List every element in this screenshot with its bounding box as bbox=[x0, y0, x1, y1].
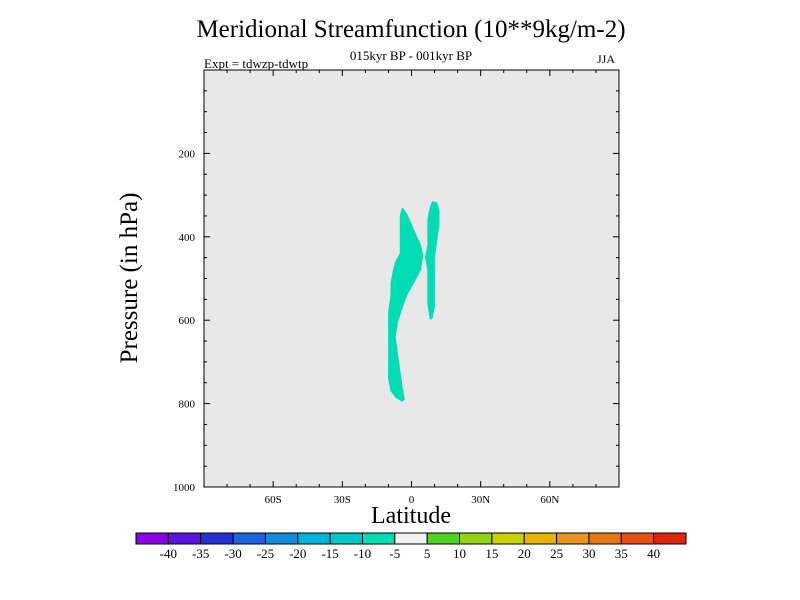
colorbar-swatch bbox=[329, 532, 363, 545]
colorbar-swatch bbox=[264, 532, 299, 545]
contour-regions bbox=[388, 201, 440, 402]
colorbar-label: -35 bbox=[192, 546, 209, 561]
x-tick-label: 60S bbox=[265, 494, 282, 506]
colorbar-label: 30 bbox=[582, 546, 595, 561]
colorbar-label: 25 bbox=[550, 546, 563, 561]
colorbar-swatch bbox=[556, 532, 590, 545]
y-tick-label: 1000 bbox=[173, 482, 196, 494]
colorbar-swatch bbox=[135, 532, 169, 545]
colorbar-label: -20 bbox=[289, 546, 306, 561]
x-tick-label: 30N bbox=[471, 494, 490, 506]
x-tick-label: 60N bbox=[540, 494, 559, 506]
x-axis-label: Latitude bbox=[371, 503, 451, 529]
x-tick-label: 30S bbox=[334, 494, 351, 506]
colorbar-swatch bbox=[653, 532, 687, 545]
colorbar-swatch bbox=[167, 532, 202, 545]
y-tick-label: 400 bbox=[179, 232, 196, 244]
season-label: JJA bbox=[597, 52, 616, 66]
colorbar-label: 10 bbox=[453, 546, 466, 561]
colorbar-label: -25 bbox=[257, 546, 274, 561]
colorbar-label: 20 bbox=[518, 546, 531, 561]
colorbar-swatch bbox=[620, 532, 655, 545]
y-tick-label: 200 bbox=[179, 148, 196, 160]
x-tick-label: 0 bbox=[409, 494, 415, 506]
colorbar-swatch bbox=[232, 532, 266, 545]
colorbar-label: 35 bbox=[615, 546, 628, 561]
colorbar-swatch bbox=[297, 532, 331, 545]
colorbar-swatch bbox=[394, 532, 428, 545]
contour-region-1 bbox=[388, 207, 424, 402]
colorbar-label: 40 bbox=[647, 546, 660, 561]
colorbar-label: -5 bbox=[389, 546, 400, 561]
colorbar: -40 -35 -30 -25 -20 -15 -10 -5 5 10 15 20 25 30 35 40 bbox=[135, 532, 687, 561]
colorbar-swatch bbox=[426, 532, 461, 545]
colorbar-label: -10 bbox=[354, 546, 371, 561]
colorbar-swatch bbox=[200, 532, 234, 545]
colorbar-label: -15 bbox=[321, 546, 338, 561]
plot-frame bbox=[203, 69, 620, 488]
chart-subtitle: 015kyr BP - 001kyr BP bbox=[349, 48, 473, 63]
plot-axes: 60S 30S 0 30N 60N 200 400 600 800 1000 bbox=[173, 69, 620, 506]
experiment-label: Expt = tdwzp-tdwtp bbox=[204, 56, 309, 71]
colorbar-label: -40 bbox=[160, 546, 177, 561]
colorbar-label: -30 bbox=[224, 546, 241, 561]
chart-title: Meridional Streamfunction (10**9kg/m-2) bbox=[196, 16, 626, 43]
colorbar-label: 15 bbox=[485, 546, 498, 561]
colorbar-swatch bbox=[588, 532, 622, 545]
colorbar-swatch bbox=[523, 532, 558, 545]
colorbar-label: 5 bbox=[424, 546, 431, 561]
y-tick-label: 800 bbox=[179, 399, 196, 411]
colorbar-swatch bbox=[459, 532, 493, 545]
y-tick-label: 600 bbox=[179, 315, 196, 327]
colorbar-swatch bbox=[361, 532, 396, 545]
contour-region-2 bbox=[425, 201, 440, 320]
colorbar-swatch bbox=[491, 532, 525, 545]
